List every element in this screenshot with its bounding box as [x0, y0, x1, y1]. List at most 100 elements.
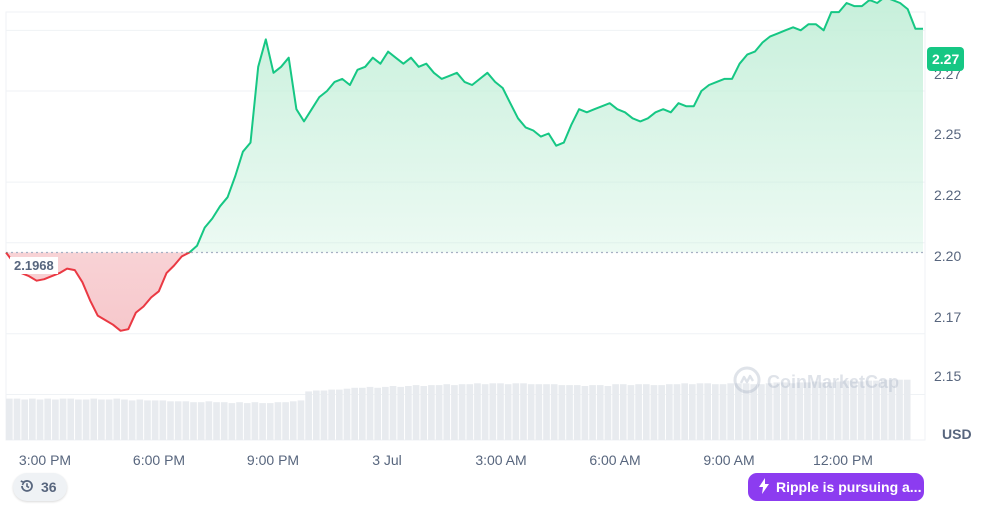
volume-bar	[282, 402, 289, 440]
volume-bar	[105, 399, 113, 440]
volume-bar	[742, 383, 750, 440]
volume-bar	[428, 385, 435, 440]
y-tick-label: 2.17	[934, 309, 962, 325]
news-text: Ripple is pursuing a...	[776, 479, 922, 495]
volume-bar	[504, 384, 512, 440]
volume-bar	[673, 384, 681, 440]
x-tick-label: 12:00 PM	[813, 452, 873, 468]
volume-bar	[251, 402, 259, 440]
watermark: CoinMarketCap	[733, 366, 899, 399]
volume-bar	[903, 379, 911, 440]
reference-price-tag: 2.1968	[10, 257, 58, 274]
volume-bar	[82, 399, 90, 440]
lightning-bolt-icon	[758, 477, 770, 497]
volume-bar	[520, 383, 527, 440]
volume-bar	[566, 385, 573, 440]
volume-bar	[719, 384, 727, 440]
volume-bar	[236, 402, 243, 440]
volume-bar	[466, 384, 474, 440]
volume-bar	[405, 386, 412, 440]
volume-bar	[59, 398, 67, 440]
volume-bar	[451, 385, 458, 440]
volume-bar	[896, 379, 903, 440]
volume-bar	[289, 401, 297, 440]
volume-bar	[335, 389, 343, 440]
volume-bar	[397, 386, 405, 440]
volume-bar	[773, 382, 781, 440]
volume-bar	[366, 386, 374, 440]
volume-bar	[888, 379, 896, 440]
volume-bar	[312, 390, 320, 440]
volume-bar	[481, 384, 489, 440]
volume-bar	[796, 382, 804, 440]
volume-bar	[781, 382, 788, 440]
volume-bar	[589, 385, 596, 440]
volume-bar	[650, 385, 658, 440]
watermark-text: CoinMarketCap	[767, 372, 900, 392]
x-tick-label: 9:00 AM	[703, 452, 755, 468]
volume-bar	[159, 400, 167, 440]
volume-bar	[873, 380, 880, 440]
volume-bar	[343, 388, 351, 440]
news-button[interactable]: Ripple is pursuing a...	[748, 473, 924, 501]
volume-bar	[811, 381, 819, 440]
price-area-down	[6, 252, 923, 331]
volume-bar	[804, 382, 811, 440]
volume-bar	[642, 384, 650, 440]
history-count: 36	[41, 479, 57, 495]
volume-bar	[305, 391, 312, 440]
volume-bar	[788, 383, 796, 440]
volume-bar	[750, 384, 758, 440]
clock-rewind-icon	[19, 478, 35, 497]
x-tick-label: 3:00 PM	[18, 452, 72, 468]
volume-bar	[144, 400, 151, 440]
volume-bar	[850, 380, 857, 440]
volume-bar	[443, 384, 451, 440]
y-tick-label: 2.15	[934, 368, 962, 384]
volume-bar	[704, 383, 712, 440]
price-line-down	[5, 252, 191, 332]
volume-bar	[420, 386, 428, 440]
volume-bar	[665, 384, 673, 440]
volume-bar	[351, 387, 359, 440]
volume-bar	[819, 382, 827, 440]
volume-bar	[220, 402, 228, 440]
volume-bar	[29, 398, 36, 440]
history-button[interactable]: 36	[13, 473, 67, 501]
volume-bar	[190, 402, 197, 440]
currency-unit-label: USD	[942, 426, 972, 442]
volume-bar	[681, 383, 688, 440]
volume-bar	[619, 384, 627, 440]
y-tick-label: 2.25	[934, 126, 962, 142]
volume-bar	[36, 399, 44, 440]
volume-bar	[558, 385, 566, 440]
volume-bar	[359, 387, 366, 440]
volume-bar	[113, 398, 121, 440]
volume-bar	[581, 386, 589, 440]
volume-bar	[880, 379, 888, 440]
volume-bar	[758, 384, 765, 440]
volume-bar	[489, 383, 497, 440]
volume-bar	[213, 402, 220, 440]
plot-frame	[5, 11, 926, 441]
volume-bar	[182, 401, 190, 440]
volume-bar	[167, 401, 174, 440]
volume-bar	[259, 403, 266, 440]
volume-bar	[274, 402, 282, 440]
volume-bar	[6, 398, 13, 440]
volume-bar	[90, 398, 98, 440]
volume-bar	[497, 383, 504, 440]
volume-bar	[151, 400, 159, 440]
volume-bar	[712, 384, 719, 440]
x-tick-label: 3:00 AM	[475, 452, 527, 468]
volume-bar	[67, 398, 75, 440]
volume-bar	[827, 382, 834, 440]
volume-bar	[612, 384, 619, 440]
x-tick-label: 9:00 PM	[246, 452, 300, 468]
x-tick-label: 6:00 AM	[589, 452, 641, 468]
volume-bar	[389, 386, 397, 440]
volume-bar	[174, 401, 182, 440]
volume-bar	[627, 385, 635, 440]
price-area-up	[189, 0, 923, 253]
